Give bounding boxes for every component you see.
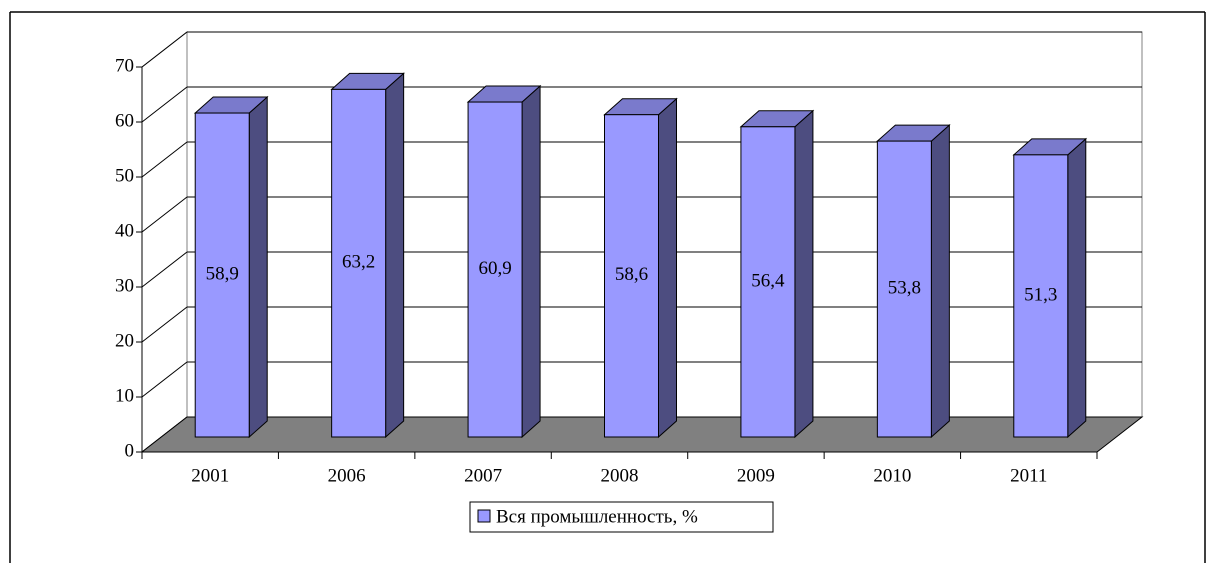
side-grid-line: [141, 251, 188, 288]
side-grid-line: [141, 196, 188, 233]
x-tick-label: 2006: [328, 465, 366, 486]
side-grid-line: [141, 86, 188, 123]
bar: [194, 112, 250, 438]
legend-box: [469, 501, 774, 533]
y-tick-label: 50: [115, 165, 134, 186]
side-grid-line: [141, 306, 188, 343]
bar-side: [248, 95, 268, 439]
bar: [331, 88, 387, 438]
y-tick-label: 30: [115, 275, 134, 296]
data-label: 60,9: [478, 258, 511, 279]
data-label: 51,3: [1024, 284, 1057, 305]
bar: [876, 140, 932, 438]
y-tick-label: 70: [115, 55, 134, 76]
bar-side: [794, 109, 814, 439]
side-grid-line: [141, 31, 188, 68]
x-tick-label: 2009: [737, 465, 775, 486]
data-label: 56,4: [751, 270, 785, 291]
y-tick-label: 20: [115, 330, 134, 351]
bar-side: [521, 84, 541, 439]
side-wall: [141, 30, 188, 454]
legend-marker: [477, 509, 491, 523]
side-grid-line: [141, 141, 188, 178]
y-tick-label: 0: [125, 440, 135, 461]
data-label: 63,2: [342, 252, 375, 273]
bar: [604, 114, 659, 438]
bar-side: [1067, 137, 1087, 439]
bar: [740, 126, 796, 438]
bar-side: [658, 97, 677, 439]
side-grid-line: [141, 361, 188, 398]
x-tick-label: 2010: [873, 465, 911, 486]
x-tick-label: 2007: [464, 465, 502, 486]
bar-side: [930, 123, 950, 439]
bar: [1013, 154, 1069, 438]
data-label: 58,9: [206, 263, 239, 284]
y-tick-label: 10: [115, 385, 134, 406]
x-tick-label: 2008: [601, 465, 639, 486]
x-tick-label: 2011: [1010, 465, 1047, 486]
data-label: 53,8: [888, 277, 921, 298]
y-tick-label: 40: [115, 220, 134, 241]
bar: [467, 101, 523, 438]
y-tick-label: 60: [115, 110, 134, 131]
data-label: 58,6: [615, 264, 648, 285]
legend-label: Вся промышленность, %: [496, 506, 698, 527]
x-tick-label: 2001: [191, 465, 229, 486]
bar-side: [385, 72, 405, 439]
chart-frame: [9, 11, 1206, 563]
